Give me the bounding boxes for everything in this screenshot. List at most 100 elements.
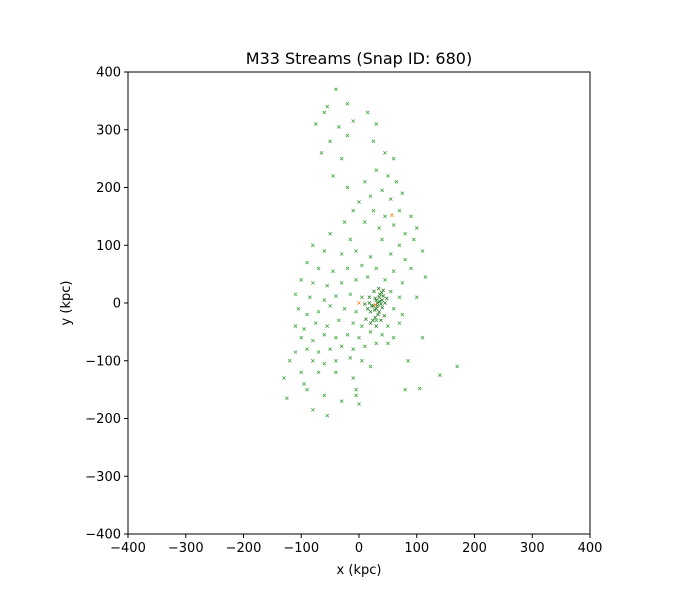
data-point xyxy=(369,304,374,308)
x-tick-label: −400 xyxy=(110,541,146,556)
data-point xyxy=(374,298,379,302)
data-point xyxy=(345,101,350,106)
data-point xyxy=(373,315,378,320)
data-point xyxy=(310,407,315,412)
data-point xyxy=(331,269,335,274)
data-point xyxy=(360,324,364,328)
data-point xyxy=(391,156,396,161)
data-point xyxy=(342,220,347,224)
data-point xyxy=(377,226,382,230)
data-point xyxy=(371,208,376,213)
data-point xyxy=(400,312,405,317)
y-tick-label: 200 xyxy=(96,181,121,196)
data-point xyxy=(305,312,309,317)
data-point xyxy=(403,387,408,392)
data-point xyxy=(403,231,408,236)
data-point xyxy=(391,306,396,311)
data-point xyxy=(336,318,341,323)
data-point xyxy=(334,358,338,363)
data-point xyxy=(345,133,350,138)
data-point xyxy=(334,294,338,298)
data-point xyxy=(417,386,422,391)
data-point xyxy=(357,402,361,406)
data-point xyxy=(325,283,330,288)
data-point xyxy=(305,347,309,352)
data-point xyxy=(371,139,376,144)
data-point xyxy=(368,254,373,259)
data-point xyxy=(374,318,379,323)
data-point xyxy=(354,309,358,314)
x-tick-label: 200 xyxy=(462,541,487,556)
data-point xyxy=(345,185,350,190)
data-point xyxy=(339,252,344,256)
points-layer xyxy=(282,87,460,418)
data-point xyxy=(391,223,396,227)
y-tick-label: 400 xyxy=(96,66,121,81)
data-point xyxy=(331,174,335,178)
data-point xyxy=(357,200,361,204)
data-point xyxy=(305,387,309,392)
data-point xyxy=(455,364,460,369)
data-point xyxy=(348,237,353,242)
data-point xyxy=(380,298,384,302)
data-point xyxy=(409,266,413,271)
x-tick-label: −100 xyxy=(283,541,319,556)
y-tick-label: −200 xyxy=(85,412,121,427)
data-point xyxy=(354,387,358,392)
data-point xyxy=(414,226,419,230)
data-point xyxy=(397,295,402,300)
data-point xyxy=(380,305,384,310)
data-point xyxy=(310,338,315,343)
data-point xyxy=(354,393,358,398)
data-point xyxy=(325,413,330,418)
chart-title: M33 Streams (Snap ID: 680) xyxy=(246,49,472,68)
data-point xyxy=(368,194,373,199)
data-point xyxy=(379,318,383,323)
y-tick-label: −300 xyxy=(85,470,121,485)
data-point xyxy=(409,214,413,219)
data-point xyxy=(391,269,396,274)
data-point xyxy=(383,214,387,219)
data-point xyxy=(308,295,312,300)
data-point xyxy=(390,213,394,218)
data-point xyxy=(368,321,373,326)
data-point xyxy=(384,296,389,301)
data-point xyxy=(379,290,384,295)
data-point xyxy=(380,237,384,242)
y-tick-label: −100 xyxy=(85,354,121,369)
data-point xyxy=(316,266,321,271)
data-point xyxy=(377,299,382,304)
data-point xyxy=(400,191,405,196)
data-point xyxy=(313,321,318,326)
x-tick-label: 300 xyxy=(520,541,545,556)
data-point xyxy=(296,306,301,311)
data-point xyxy=(310,280,315,285)
x-axis: −400 −300 −200 −100 0 100 200 300 400 xyxy=(110,534,602,556)
data-point xyxy=(360,295,364,300)
data-point xyxy=(383,278,387,282)
data-point xyxy=(423,275,428,279)
data-point xyxy=(328,231,332,236)
data-point xyxy=(386,174,390,178)
data-point xyxy=(382,313,387,318)
data-point xyxy=(322,393,327,398)
data-point xyxy=(372,289,376,294)
data-point xyxy=(406,358,410,363)
data-point xyxy=(374,306,379,311)
data-point xyxy=(374,122,379,126)
data-point xyxy=(365,110,370,115)
data-point xyxy=(322,110,327,115)
y-axis-label: y (kpc) xyxy=(59,281,74,326)
data-point xyxy=(371,304,376,308)
data-point xyxy=(299,278,304,282)
data-point xyxy=(328,347,332,352)
x-tick-label: 0 xyxy=(355,541,363,556)
data-point xyxy=(414,295,419,300)
data-point xyxy=(397,321,402,326)
data-point xyxy=(383,301,387,305)
data-point xyxy=(377,309,382,314)
data-point xyxy=(334,370,338,375)
data-point xyxy=(386,324,390,328)
data-point xyxy=(351,347,356,352)
data-point xyxy=(397,208,402,213)
